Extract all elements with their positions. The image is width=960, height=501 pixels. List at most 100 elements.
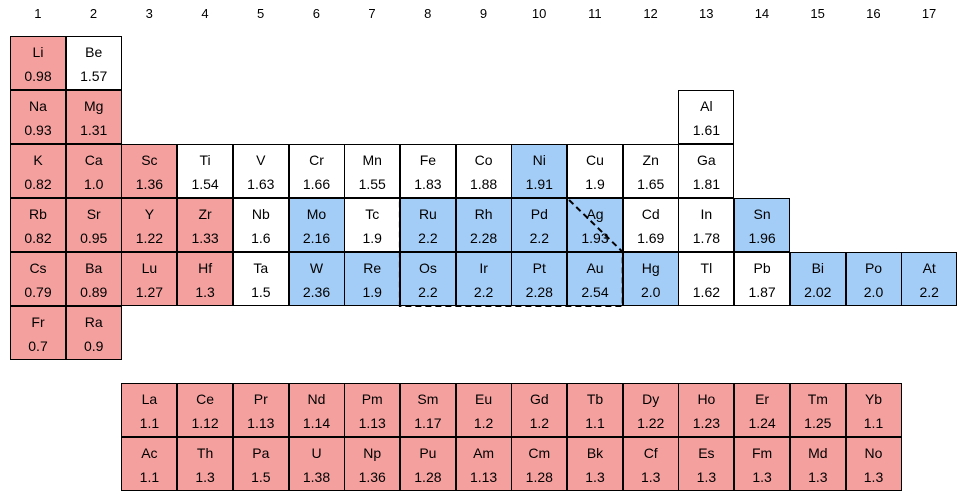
element-value: 1.31 <box>80 122 108 138</box>
element-cell-ru: Ru 2.2 <box>399 198 456 252</box>
element-value: 1.87 <box>748 284 776 300</box>
element-symbol: Sr <box>86 206 101 222</box>
element-symbol: W <box>309 260 324 276</box>
element-cell-ir: Ir 2.2 <box>455 252 512 306</box>
element-value: 1.28 <box>525 469 553 485</box>
group-number-13: 13 <box>699 6 714 21</box>
element-cell-ni: Ni 1.91 <box>511 144 568 198</box>
element-value: 1.88 <box>469 176 498 192</box>
element-value: 1.28 <box>414 469 442 485</box>
element-symbol: Sn <box>753 206 771 222</box>
element-cell-am: Am 1.13 <box>455 437 512 491</box>
element-value: 1.2 <box>473 415 494 431</box>
element-cell-re: Re 1.9 <box>344 252 401 306</box>
element-value: 0.82 <box>24 176 52 192</box>
element-cell-cs: Cs 0.79 <box>10 252 66 306</box>
element-symbol: Po <box>864 260 883 276</box>
element-symbol: K <box>33 152 43 168</box>
element-cell-eu: Eu 1.2 <box>455 383 512 437</box>
element-value: 1.9 <box>362 284 382 300</box>
element-symbol: Tm <box>807 391 828 407</box>
element-cell-cu: Cu 1.9 <box>567 144 623 198</box>
element-value: 1.5 <box>251 469 271 485</box>
element-cell-y: Y 1.22 <box>121 198 178 252</box>
element-symbol: Zn <box>642 152 659 168</box>
element-value: 0.98 <box>24 68 52 84</box>
element-symbol: Am <box>473 445 495 461</box>
element-value: 1.1 <box>585 415 605 431</box>
group-number-12: 12 <box>643 6 658 21</box>
element-symbol: Fm <box>751 445 773 461</box>
element-symbol: Cm <box>528 445 551 461</box>
element-cell-nb: Nb 1.6 <box>232 198 289 252</box>
element-symbol: Ra <box>84 314 103 330</box>
element-symbol: In <box>700 206 713 222</box>
element-symbol: Hg <box>641 260 660 276</box>
element-symbol: Sc <box>141 152 158 168</box>
element-cell-tm: Tm 1.25 <box>789 383 846 437</box>
element-cell-ce: Ce 1.12 <box>177 383 234 437</box>
element-value: 1.0 <box>83 176 104 192</box>
element-symbol: Mo <box>306 206 327 222</box>
element-value: 1.9 <box>362 230 382 246</box>
element-cell-pb: Pb 1.87 <box>734 252 791 306</box>
group-number-6: 6 <box>312 6 320 21</box>
element-value: 2.02 <box>804 284 832 300</box>
element-cell-ra: Ra 0.9 <box>65 306 122 360</box>
element-cell-w: W 2.36 <box>288 252 345 306</box>
element-value: 1.3 <box>640 469 661 485</box>
element-symbol: Co <box>474 152 493 168</box>
element-symbol: Hf <box>198 260 213 276</box>
element-cell-lu: Lu 1.27 <box>121 252 178 306</box>
element-value: 1.1 <box>863 415 884 431</box>
element-cell-ta: Ta 1.5 <box>232 252 289 306</box>
element-value: 2.36 <box>302 284 331 300</box>
element-cell-fm: Fm 1.3 <box>734 437 791 491</box>
element-value: 0.95 <box>80 230 108 246</box>
element-symbol: Dy <box>642 391 660 407</box>
element-value: 0.93 <box>24 122 52 138</box>
element-cell-hf: Hf 1.3 <box>177 252 234 306</box>
element-value: 1.3 <box>808 469 828 485</box>
element-value: 1.57 <box>80 68 108 84</box>
element-symbol: Ag <box>586 206 604 222</box>
element-symbol: Es <box>698 445 715 461</box>
element-cell-pt: Pt 2.28 <box>511 252 568 306</box>
element-value: 1.22 <box>637 415 665 431</box>
element-cell-cf: Cf 1.3 <box>622 437 679 491</box>
group-number-8: 8 <box>424 6 432 21</box>
element-value: 1.63 <box>247 176 275 192</box>
group-number-7: 7 <box>368 6 376 21</box>
element-symbol: Ta <box>253 260 269 276</box>
element-symbol: Pb <box>753 260 771 276</box>
element-symbol: Tb <box>586 391 604 407</box>
element-symbol: Zr <box>198 206 212 222</box>
element-cell-bk: Bk 1.3 <box>567 437 623 491</box>
element-symbol: Li <box>32 44 44 60</box>
element-symbol: Pu <box>419 445 437 461</box>
element-value: 2.2 <box>473 284 494 300</box>
element-cell-ba: Ba 0.89 <box>65 252 122 306</box>
element-symbol: Er <box>755 391 770 407</box>
element-cell-rb: Rb 0.82 <box>10 198 66 252</box>
element-symbol: Ni <box>532 152 546 168</box>
element-cell-sr: Sr 0.95 <box>65 198 122 252</box>
element-cell-ag: Ag 1.93 <box>567 198 623 252</box>
element-value: 2.2 <box>418 284 438 300</box>
element-symbol: Rb <box>29 206 47 222</box>
element-symbol: Ru <box>418 206 437 222</box>
element-symbol: No <box>864 445 883 461</box>
group-number-11: 11 <box>588 6 602 21</box>
element-cell-sn: Sn 1.96 <box>734 198 791 252</box>
element-cell-gd: Gd 1.2 <box>511 383 568 437</box>
element-value: 2.2 <box>529 230 550 246</box>
element-symbol: Re <box>363 260 382 276</box>
element-cell-la: La 1.1 <box>121 383 178 437</box>
element-cell-cm: Cm 1.28 <box>511 437 568 491</box>
element-cell-nd: Nd 1.14 <box>288 383 345 437</box>
element-symbol: Nb <box>251 206 270 222</box>
element-value: 2.2 <box>418 230 438 246</box>
element-symbol: Tl <box>700 260 713 276</box>
element-symbol: Cu <box>586 152 604 168</box>
